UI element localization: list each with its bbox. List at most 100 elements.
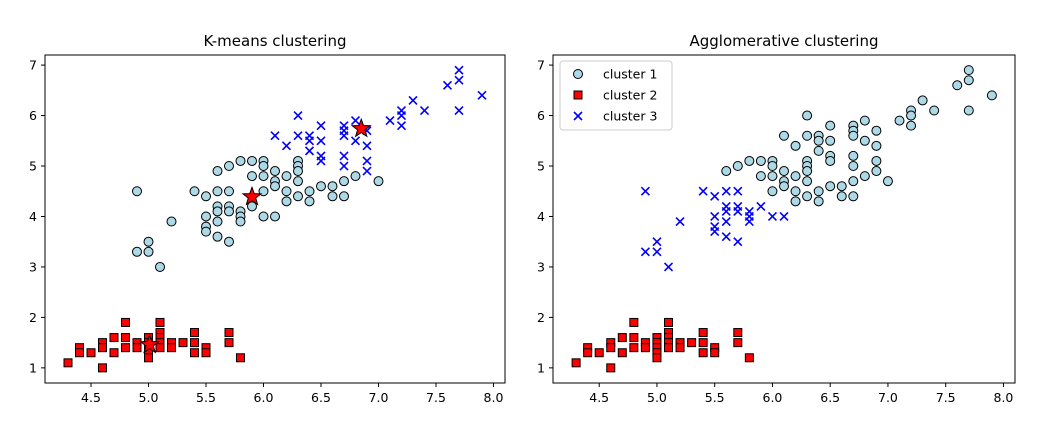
data-point <box>201 226 211 237</box>
data-point <box>350 116 361 126</box>
data-point <box>652 247 662 257</box>
x-tick-label: 5.5 <box>705 390 725 405</box>
y-tick-label: 6 <box>537 108 545 123</box>
data-point <box>270 166 280 177</box>
data-point <box>732 161 743 172</box>
data-point <box>986 90 997 101</box>
x-tick-label: 6.5 <box>820 390 840 405</box>
data-point <box>167 343 176 353</box>
data-point <box>710 348 720 358</box>
data-point <box>190 338 199 348</box>
data-point <box>304 146 315 156</box>
data-point <box>848 150 859 161</box>
data-point <box>316 121 326 131</box>
data-point <box>270 131 280 141</box>
series-3 <box>270 65 487 176</box>
data-point <box>710 211 720 222</box>
data-point <box>339 191 349 202</box>
data-point <box>606 343 616 353</box>
y-tick-label: 4 <box>537 209 545 224</box>
data-point <box>721 216 731 227</box>
data-point <box>825 135 836 146</box>
data-point <box>247 171 257 182</box>
data-point <box>698 348 708 358</box>
data-point <box>755 171 766 182</box>
data-point <box>629 317 639 327</box>
data-point <box>454 65 464 75</box>
x-tick-label: 7.5 <box>936 390 956 405</box>
data-point <box>721 206 731 216</box>
data-point <box>293 166 303 177</box>
legend-label: cluster 3 <box>603 109 657 124</box>
data-point <box>813 135 824 146</box>
data-point <box>224 338 234 348</box>
data-point <box>293 110 303 121</box>
data-point <box>362 156 372 166</box>
data-point <box>929 105 940 116</box>
x-tick-label: 5.5 <box>196 390 216 405</box>
data-point <box>571 358 581 368</box>
data-point <box>362 166 372 176</box>
data-point <box>767 186 778 197</box>
data-point <box>454 75 464 85</box>
legend: cluster 1 cluster 2 cluster 3 <box>559 60 673 131</box>
data-point <box>258 211 269 222</box>
data-point <box>236 353 245 363</box>
y-tick-label: 7 <box>29 58 37 73</box>
data-point <box>802 166 813 177</box>
data-point <box>698 186 708 196</box>
data-point <box>698 338 708 348</box>
data-point <box>882 176 893 187</box>
data-point <box>698 328 708 338</box>
data-point <box>235 216 246 227</box>
data-point <box>98 343 107 353</box>
data-point <box>396 110 407 121</box>
data-point <box>212 186 223 197</box>
series-2 <box>571 317 754 373</box>
data-point <box>316 136 326 146</box>
data-point <box>189 186 200 197</box>
data-point <box>906 110 917 121</box>
data-point <box>629 343 639 353</box>
data-point <box>212 206 223 217</box>
data-point <box>212 231 223 242</box>
data-point <box>687 338 697 348</box>
data-point <box>201 348 211 358</box>
data-point <box>733 237 743 247</box>
x-tick-label: 4.5 <box>81 390 101 405</box>
data-point <box>75 348 84 358</box>
data-point <box>109 348 119 358</box>
x-tick-label: 8.0 <box>484 390 504 405</box>
x-tick-label: 7.5 <box>426 390 446 405</box>
data-point <box>304 136 315 146</box>
data-point <box>802 110 813 121</box>
data-point <box>767 171 778 182</box>
x-tick-label: 7.0 <box>369 390 389 405</box>
y-tick-label: 1 <box>537 360 545 375</box>
data-point <box>155 317 165 327</box>
agglomerative-plot: Agglomerative clustering 4.5 5.0 5.5 6.0 6.5 7… <box>537 32 1016 405</box>
data-point <box>606 363 616 373</box>
legend-marker <box>573 90 583 100</box>
chart-title: Agglomerative clustering <box>690 32 879 50</box>
data-point <box>617 333 627 343</box>
data-point <box>652 237 662 247</box>
data-point <box>848 176 859 187</box>
data-point <box>652 353 662 363</box>
data-point <box>779 130 789 141</box>
data-point <box>63 358 73 368</box>
data-point <box>744 353 754 363</box>
data-point <box>963 105 974 116</box>
data-point <box>640 247 650 257</box>
data-point <box>121 343 130 353</box>
data-point <box>640 186 650 196</box>
x-tick-label: 5.0 <box>647 390 667 405</box>
data-point <box>894 115 905 126</box>
data-point <box>744 155 755 166</box>
legend-label: cluster 2 <box>603 88 657 103</box>
kmeans-plot: K-means clustering 4.5 5.0 5.5 6.0 6.5 7.0 7.5 8… <box>29 32 506 405</box>
data-point <box>963 65 974 76</box>
data-point <box>396 121 407 131</box>
data-point <box>327 181 338 192</box>
